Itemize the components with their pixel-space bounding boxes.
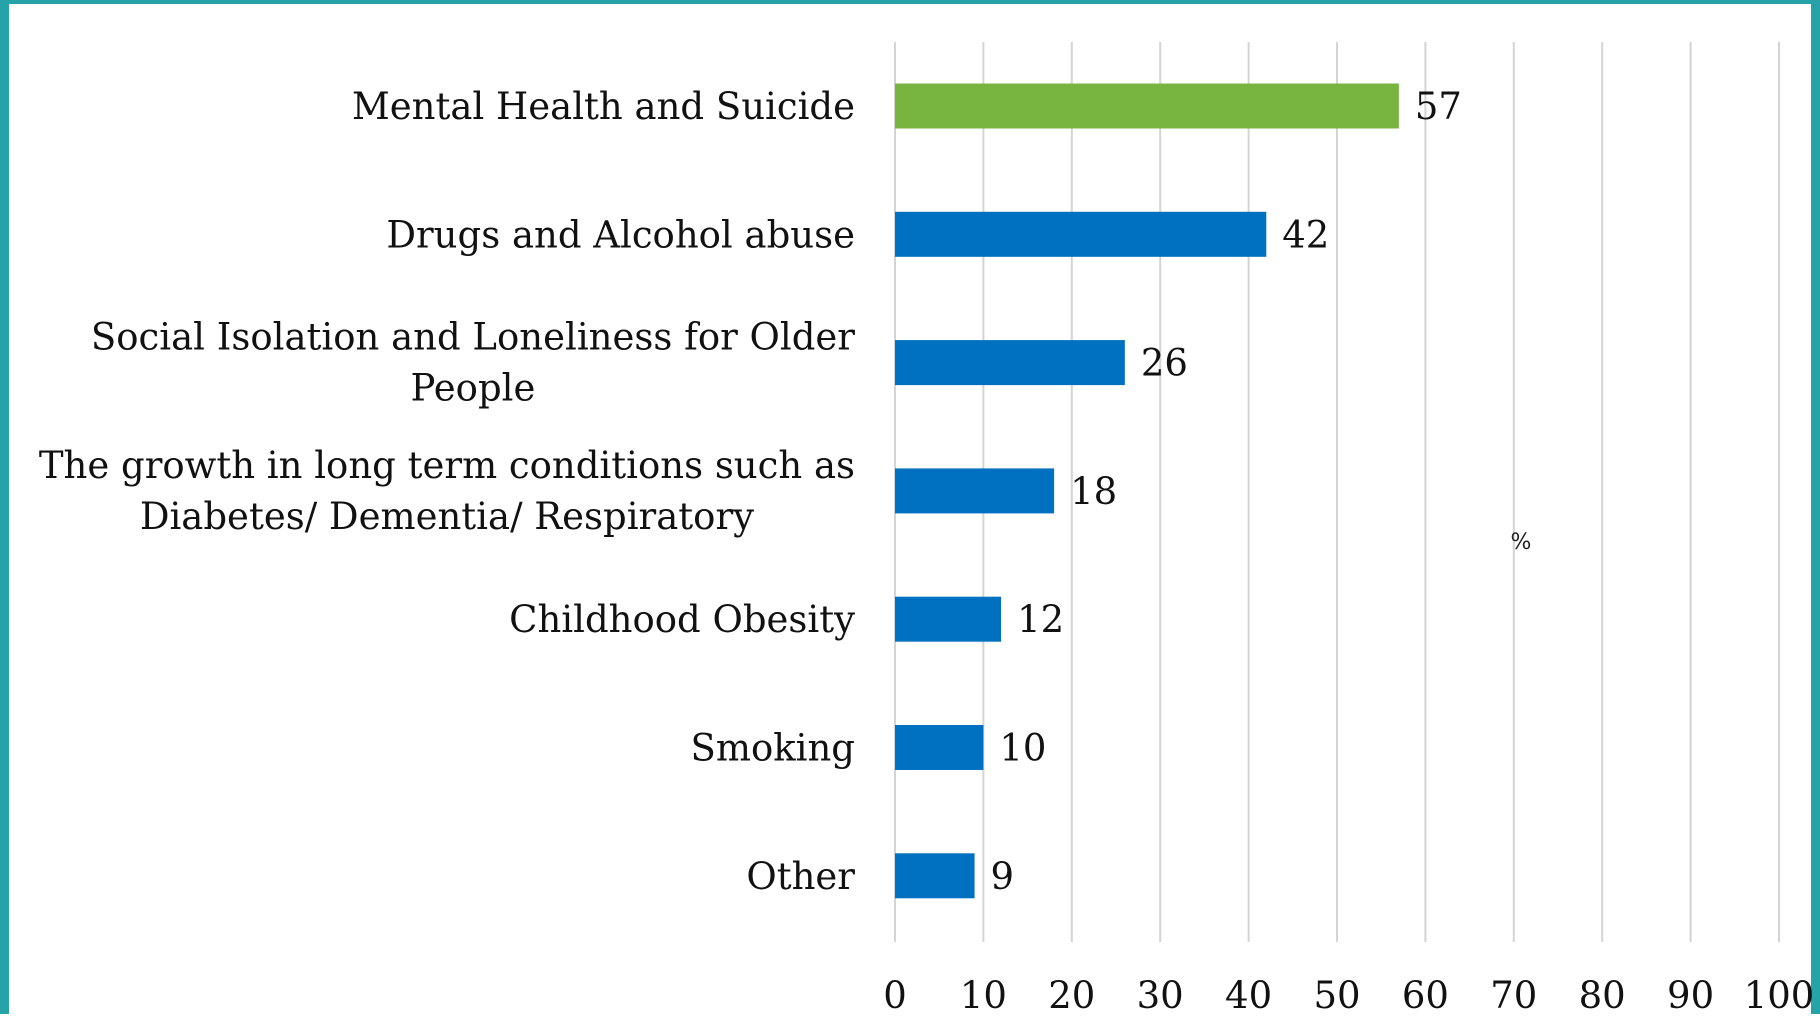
x-tick-label: 60 <box>1402 974 1449 1017</box>
bar <box>895 725 984 770</box>
data-label: 12 <box>1017 598 1064 641</box>
unit-label: % <box>1511 530 1532 555</box>
data-label: 18 <box>1070 470 1117 513</box>
x-tick-label: 0 <box>883 974 907 1017</box>
category-labels: Mental Health and Suicide Drugs and Alcoh… <box>39 85 855 898</box>
x-tick-label: 90 <box>1667 974 1714 1017</box>
value-labels: 57 42 26 18 12 10 9 <box>991 85 1462 898</box>
data-label: 26 <box>1141 342 1188 385</box>
x-tick-label: 80 <box>1579 974 1626 1017</box>
category-label: Childhood Obesity <box>509 598 855 641</box>
x-axis-tick-labels: 0 10 20 30 40 50 60 70 80 90 100 <box>883 974 1814 1017</box>
category-label: Drugs and Alcohol abuse <box>386 213 855 256</box>
bar <box>895 853 975 899</box>
data-label: 9 <box>991 855 1015 898</box>
x-tick-label: 30 <box>1137 974 1184 1017</box>
gridlines <box>894 42 1780 942</box>
bar <box>895 468 1055 514</box>
category-label: Social Isolation and Loneliness for Olde… <box>91 316 855 410</box>
bar <box>895 83 1399 129</box>
bar-chart: Mental Health and Suicide Drugs and Alcoh… <box>39 42 1814 1017</box>
data-label: 10 <box>999 727 1046 770</box>
x-tick-label: 40 <box>1225 974 1272 1017</box>
bar <box>895 340 1125 386</box>
data-label: 42 <box>1282 213 1329 256</box>
bar <box>895 211 1267 257</box>
x-tick-label: 100 <box>1744 974 1815 1017</box>
category-label: The growth in long term conditions such … <box>39 444 855 538</box>
category-label: Smoking <box>691 727 855 770</box>
bar <box>895 596 1002 642</box>
x-tick-label: 50 <box>1313 974 1360 1017</box>
x-tick-label: 20 <box>1048 974 1095 1017</box>
bars <box>895 83 1399 899</box>
x-tick-label: 10 <box>960 974 1007 1017</box>
x-tick-label: 70 <box>1490 974 1537 1017</box>
category-label: Mental Health and Suicide <box>352 85 855 128</box>
category-label: Other <box>746 855 855 898</box>
data-label: 57 <box>1415 85 1462 128</box>
